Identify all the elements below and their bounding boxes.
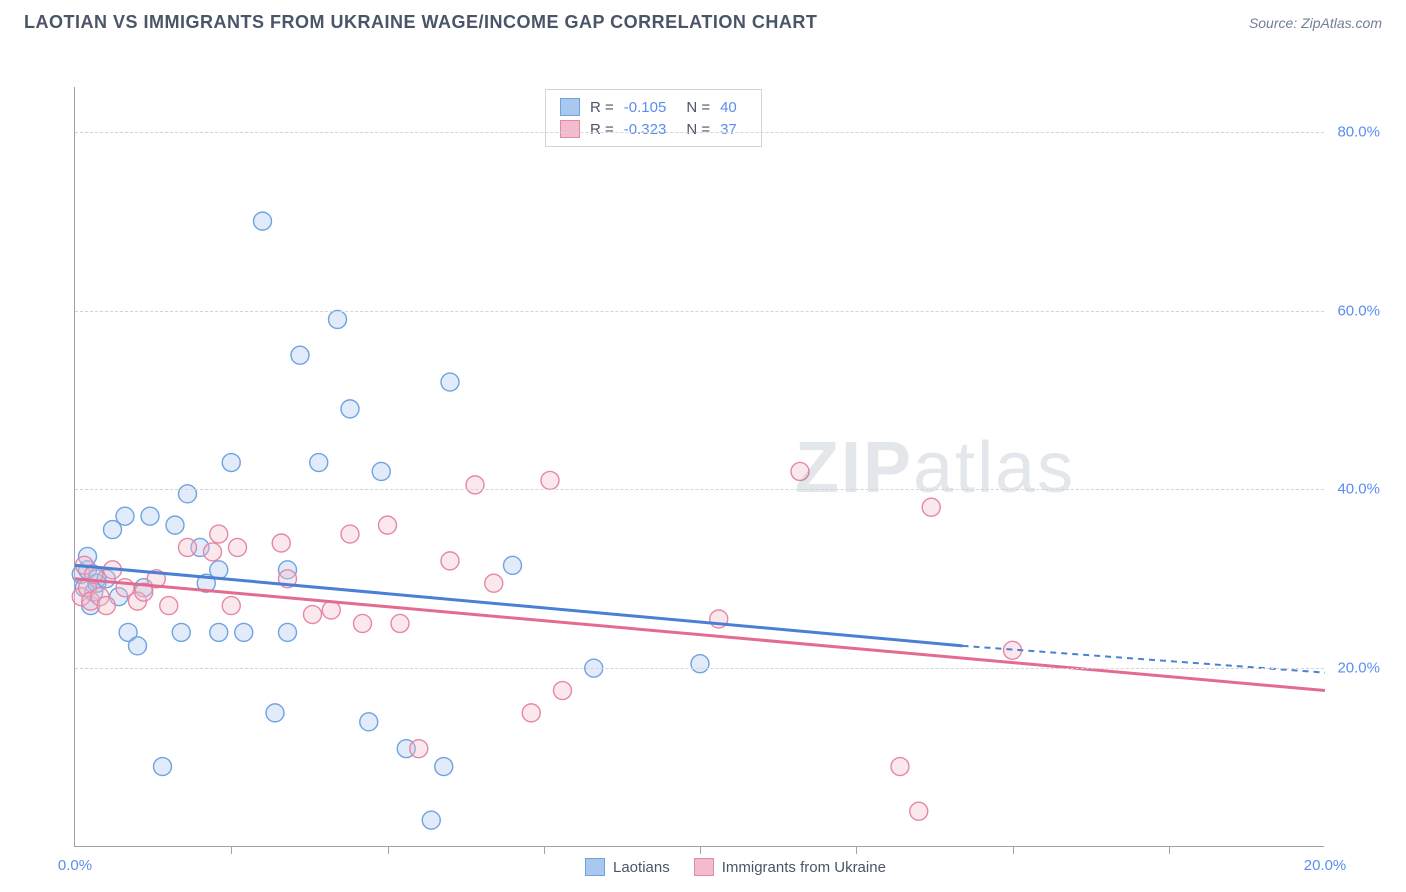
data-point	[372, 462, 390, 480]
data-point	[266, 704, 284, 722]
legend-swatch	[560, 98, 580, 116]
data-point	[272, 534, 290, 552]
legend-swatch	[694, 858, 714, 876]
legend-n-value: 40	[720, 99, 737, 116]
y-tick-label: 20.0%	[1337, 660, 1380, 677]
data-point	[341, 525, 359, 543]
x-tick	[544, 846, 545, 854]
legend-n-value: 37	[720, 121, 737, 138]
chart-title: LAOTIAN VS IMMIGRANTS FROM UKRAINE WAGE/…	[24, 12, 817, 33]
x-tick	[388, 846, 389, 854]
data-point	[166, 516, 184, 534]
data-point	[179, 538, 197, 556]
y-tick-label: 80.0%	[1337, 123, 1380, 140]
data-point	[129, 637, 147, 655]
data-point	[922, 498, 940, 516]
legend-swatch	[560, 120, 580, 138]
data-point	[422, 811, 440, 829]
data-point	[435, 758, 453, 776]
data-point	[279, 623, 297, 641]
gridline	[75, 668, 1324, 669]
data-point	[322, 601, 340, 619]
data-point	[222, 454, 240, 472]
legend-r-label: R =	[590, 121, 614, 138]
data-point	[97, 597, 115, 615]
data-point	[360, 713, 378, 731]
trend-line	[75, 579, 1325, 691]
data-point	[791, 462, 809, 480]
legend-correlation: R = -0.105 N = 40 R = -0.323 N = 37	[545, 89, 762, 147]
data-point	[179, 485, 197, 503]
x-tick	[231, 846, 232, 854]
chart-header: LAOTIAN VS IMMIGRANTS FROM UKRAINE WAGE/…	[0, 0, 1406, 41]
scatter-svg	[75, 87, 1325, 847]
y-tick-label: 40.0%	[1337, 481, 1380, 498]
x-tick-label: 0.0%	[58, 857, 92, 874]
legend-series-item: Laotians	[585, 858, 670, 876]
data-point	[379, 516, 397, 534]
plot-area: ZIPatlas R =-0.105N =40R =-0.323N =37 La…	[74, 87, 1324, 847]
data-point	[410, 740, 428, 758]
legend-series-label: Laotians	[613, 859, 670, 876]
x-tick	[856, 846, 857, 854]
data-point	[485, 574, 503, 592]
trend-line	[75, 565, 963, 645]
data-point	[691, 655, 709, 673]
data-point	[172, 623, 190, 641]
y-tick-label: 60.0%	[1337, 302, 1380, 319]
legend-r-value: -0.105	[624, 99, 667, 116]
data-point	[222, 597, 240, 615]
source-attribution: Source: ZipAtlas.com	[1249, 15, 1382, 31]
data-point	[329, 310, 347, 328]
x-tick	[700, 846, 701, 854]
data-point	[441, 552, 459, 570]
data-point	[504, 556, 522, 574]
data-point	[210, 561, 228, 579]
data-point	[466, 476, 484, 494]
data-point	[554, 682, 572, 700]
data-point	[304, 606, 322, 624]
legend-swatch	[585, 858, 605, 876]
data-point	[154, 758, 172, 776]
legend-series-label: Immigrants from Ukraine	[722, 859, 886, 876]
gridline	[75, 132, 1324, 133]
data-point	[291, 346, 309, 364]
data-point	[541, 471, 559, 489]
data-point	[891, 758, 909, 776]
data-point	[210, 525, 228, 543]
legend-correlation-row: R = -0.105 N = 40	[560, 96, 747, 118]
data-point	[391, 614, 409, 632]
gridline	[75, 311, 1324, 312]
data-point	[116, 507, 134, 525]
data-point	[522, 704, 540, 722]
data-point	[341, 400, 359, 418]
data-point	[354, 614, 372, 632]
x-tick	[1013, 846, 1014, 854]
legend-series-item: Immigrants from Ukraine	[694, 858, 886, 876]
gridline	[75, 489, 1324, 490]
data-point	[254, 212, 272, 230]
data-point	[310, 454, 328, 472]
legend-r-value: -0.323	[624, 121, 667, 138]
data-point	[210, 623, 228, 641]
legend-series: Laotians Immigrants from Ukraine	[585, 858, 886, 876]
legend-n-label: N =	[686, 99, 710, 116]
data-point	[235, 623, 253, 641]
legend-r-label: R =	[590, 99, 614, 116]
x-tick	[1169, 846, 1170, 854]
data-point	[910, 802, 928, 820]
data-point	[229, 538, 247, 556]
data-point	[204, 543, 222, 561]
legend-correlation-row: R = -0.323 N = 37	[560, 118, 747, 140]
legend-n-label: N =	[686, 121, 710, 138]
data-point	[441, 373, 459, 391]
data-point	[141, 507, 159, 525]
x-tick-label: 20.0%	[1304, 857, 1347, 874]
data-point	[160, 597, 178, 615]
